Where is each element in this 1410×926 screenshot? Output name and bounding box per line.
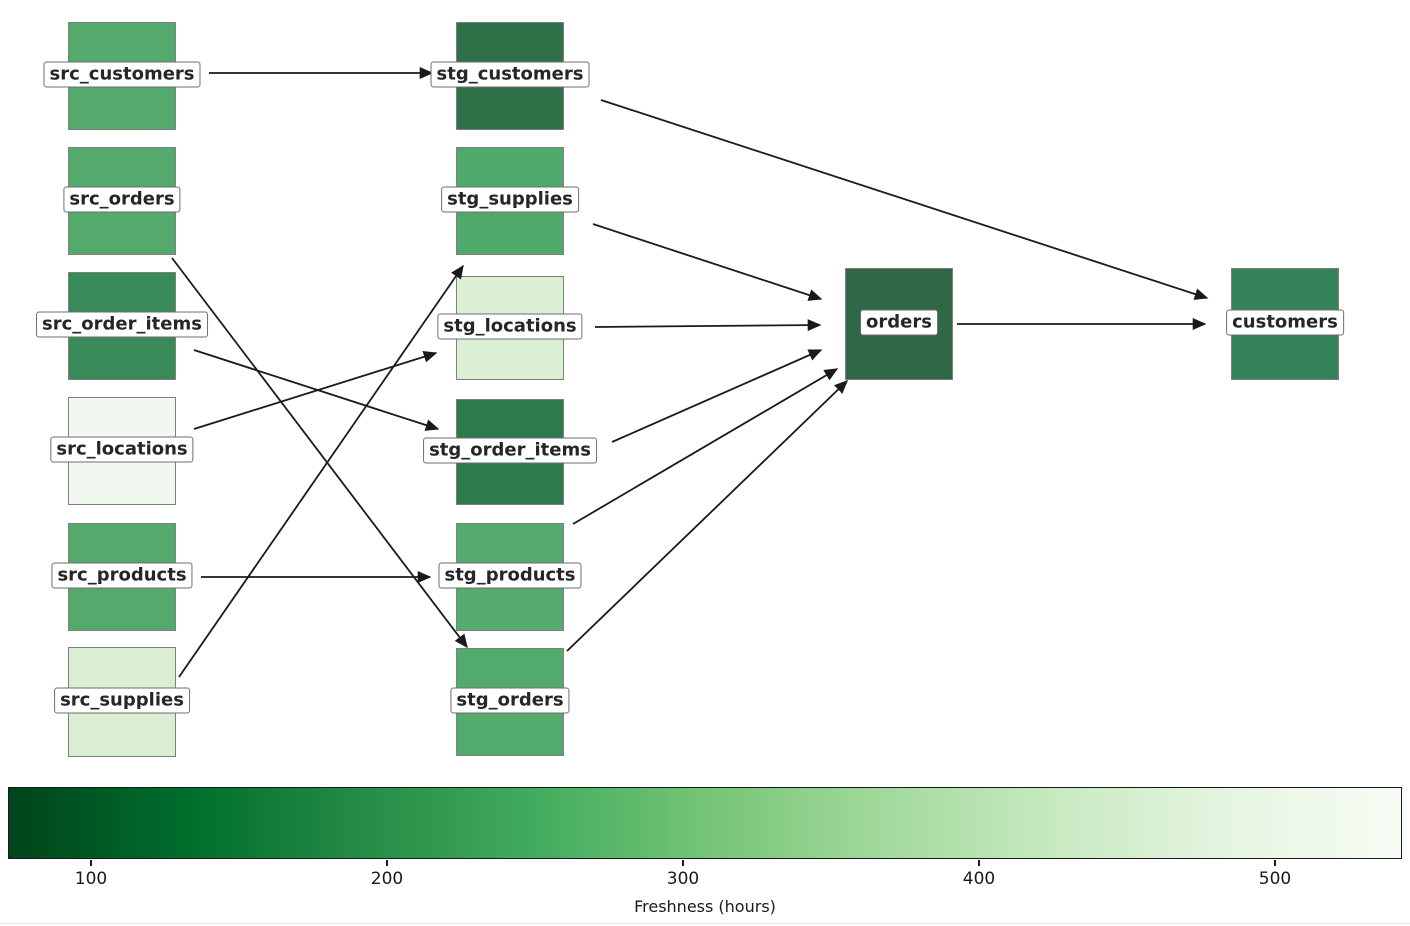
node-label-stg_products: stg_products: [438, 562, 582, 589]
node-label-src_customers: src_customers: [43, 61, 201, 88]
colorbar-ticklabel-300: 300: [666, 869, 700, 889]
colorbar-tick-100: [90, 860, 92, 866]
colorbar-ticklabel-500: 500: [1258, 869, 1292, 889]
colorbar: [8, 787, 1402, 859]
node-label-stg_customers: stg_customers: [430, 61, 590, 88]
node-label-stg_order_items: stg_order_items: [423, 437, 597, 464]
edge-src_order_items-to-stg_order_items: [193, 349, 440, 431]
edge-stg_orders-to-orders: [566, 380, 848, 652]
colorbar-tick-400: [978, 860, 980, 866]
colorbar-ticklabel-100: 100: [74, 869, 108, 889]
edge-src_supplies-to-stg_supplies: [178, 264, 464, 678]
node-label-src_order_items: src_order_items: [36, 311, 208, 338]
node-label-src_supplies: src_supplies: [54, 687, 190, 714]
figure-bottom-border: [0, 923, 1410, 924]
edge-src_locations-to-stg_locations: [193, 350, 438, 430]
node-label-stg_supplies: stg_supplies: [441, 186, 579, 213]
colorbar-ticklabel-200: 200: [370, 869, 404, 889]
colorbar-tick-200: [386, 860, 388, 866]
node-label-orders: orders: [860, 309, 938, 336]
edge-stg_locations-to-orders: [594, 319, 822, 332]
edge-stg_order_items-to-orders: [611, 349, 823, 443]
colorbar-tick-300: [682, 860, 684, 866]
edge-stg_products-to-orders: [572, 368, 839, 525]
colorbar-axis-label: Freshness (hours): [634, 897, 776, 916]
node-label-src_orders: src_orders: [63, 186, 181, 213]
edge-stg_supplies-to-orders: [592, 223, 823, 301]
node-label-stg_locations: stg_locations: [437, 313, 583, 340]
node-label-stg_orders: stg_orders: [450, 687, 570, 714]
node-label-customers: customers: [1226, 309, 1344, 336]
node-label-src_products: src_products: [51, 562, 193, 589]
colorbar-tick-500: [1274, 860, 1276, 866]
colorbar-ticklabel-400: 400: [962, 869, 996, 889]
node-label-src_locations: src_locations: [50, 436, 194, 463]
